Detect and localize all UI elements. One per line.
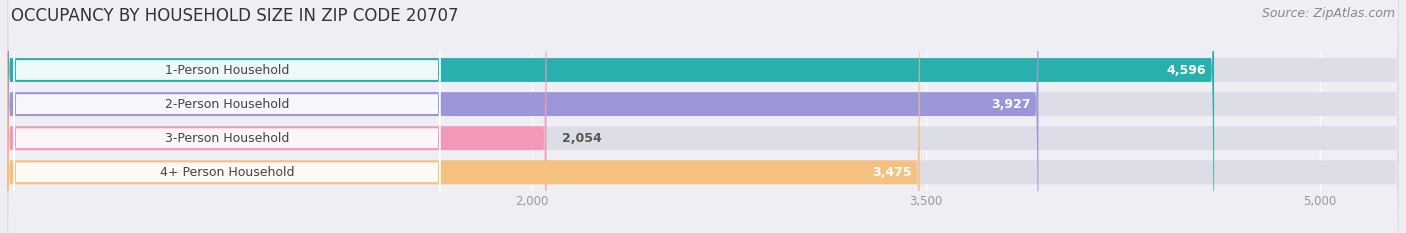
FancyBboxPatch shape — [7, 0, 920, 233]
Text: 4+ Person Household: 4+ Person Household — [160, 166, 294, 179]
Text: 3-Person Household: 3-Person Household — [165, 132, 290, 145]
Text: 4,596: 4,596 — [1167, 64, 1206, 76]
FancyBboxPatch shape — [7, 0, 1399, 233]
Text: 2-Person Household: 2-Person Household — [165, 98, 290, 111]
FancyBboxPatch shape — [14, 0, 440, 233]
FancyBboxPatch shape — [7, 0, 1039, 233]
FancyBboxPatch shape — [7, 0, 1399, 233]
FancyBboxPatch shape — [7, 0, 1213, 233]
Text: 3,475: 3,475 — [872, 166, 911, 179]
Text: 2,054: 2,054 — [562, 132, 602, 145]
Text: 3,927: 3,927 — [991, 98, 1031, 111]
FancyBboxPatch shape — [7, 0, 1399, 233]
FancyBboxPatch shape — [14, 0, 440, 233]
FancyBboxPatch shape — [14, 0, 440, 233]
Text: OCCUPANCY BY HOUSEHOLD SIZE IN ZIP CODE 20707: OCCUPANCY BY HOUSEHOLD SIZE IN ZIP CODE … — [11, 7, 458, 25]
FancyBboxPatch shape — [7, 0, 1399, 233]
Text: 1-Person Household: 1-Person Household — [165, 64, 290, 76]
FancyBboxPatch shape — [14, 0, 440, 233]
Text: Source: ZipAtlas.com: Source: ZipAtlas.com — [1261, 7, 1395, 20]
FancyBboxPatch shape — [7, 0, 547, 233]
